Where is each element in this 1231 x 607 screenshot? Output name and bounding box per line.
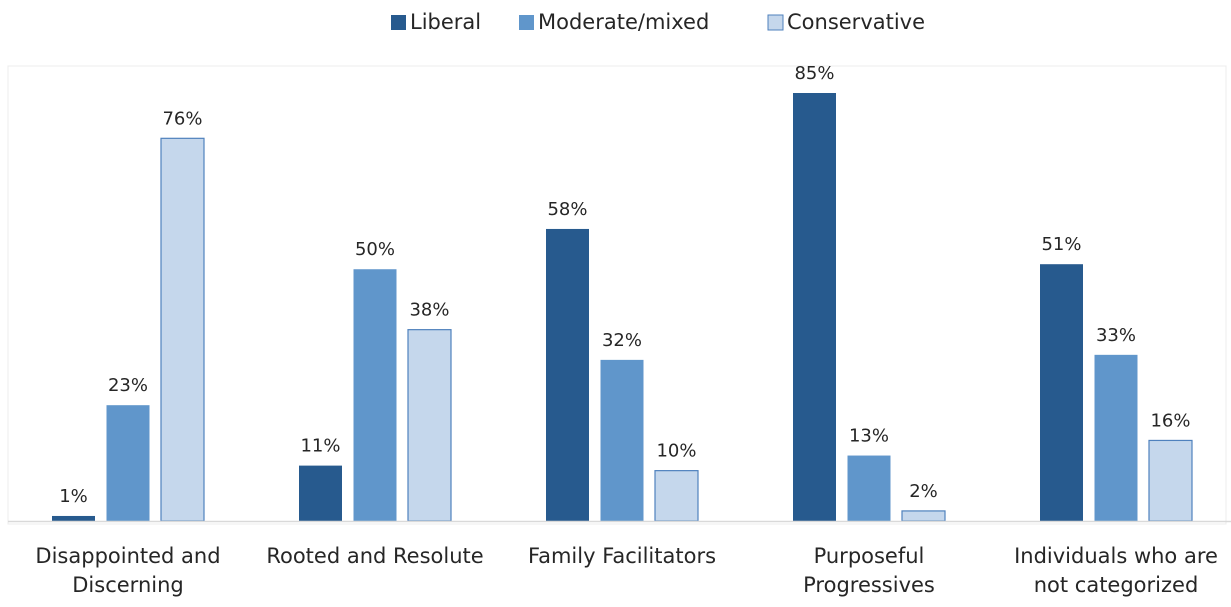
data-label: 32% xyxy=(602,330,642,351)
bar-liberal-individuals-who-are-not-categorized xyxy=(1040,264,1083,521)
data-label: 50% xyxy=(355,239,395,260)
legend-swatch xyxy=(391,15,406,30)
bars: 1% 23% 76% 11% 50% 38% 58% 32% 10% 85% 13% 2% 51% 33%… xyxy=(52,63,1193,522)
x-tick-label: Purposeful Progressives xyxy=(803,544,935,597)
legend-swatch xyxy=(767,14,784,31)
x-tick-label: Disappointed and Discerning xyxy=(35,544,220,597)
data-label: 16% xyxy=(1150,410,1190,431)
data-label: 38% xyxy=(409,300,449,321)
data-label: 76% xyxy=(162,108,202,129)
legend-label: Moderate/mixed xyxy=(538,10,709,34)
legend-item-conservative: Conservative xyxy=(767,10,925,34)
legend-item-liberal: Liberal xyxy=(391,10,481,34)
legend-label: Conservative xyxy=(787,10,925,34)
data-label: 10% xyxy=(656,441,696,462)
data-label: 51% xyxy=(1041,234,1081,255)
x-axis-labels: Disappointed and Discerning Rooted and Res… xyxy=(35,544,1218,597)
bar-conservative-family-facilitators xyxy=(654,470,699,522)
data-label: 1% xyxy=(59,486,88,507)
bar-conservative-individuals-who-are-not-categorized xyxy=(1148,439,1193,522)
bar-liberal-rooted-and-resolute xyxy=(299,465,342,521)
data-label: 85% xyxy=(794,63,834,84)
bar-liberal-purposeful-progressives xyxy=(793,93,836,521)
x-tick-label: Individuals who are not categorized xyxy=(1014,544,1218,597)
data-label: 13% xyxy=(849,426,889,447)
bar-moderate-mixed-disappointed-and-discerning xyxy=(106,405,150,521)
x-tick-label: Family Facilitators xyxy=(528,544,716,568)
bar-conservative-purposeful-progressives xyxy=(901,510,946,522)
data-label: 58% xyxy=(547,199,587,220)
plot-area-border xyxy=(7,65,1227,525)
bar-moderate-mixed-purposeful-progressives xyxy=(847,455,891,521)
data-label: 33% xyxy=(1096,325,1136,346)
data-label: 23% xyxy=(108,375,148,396)
bar-moderate-mixed-family-facilitators xyxy=(600,359,644,521)
legend-item-moderate-mixed: Moderate/mixed xyxy=(519,10,709,34)
bar-moderate-mixed-rooted-and-resolute xyxy=(353,269,397,521)
bar-conservative-disappointed-and-discerning xyxy=(160,137,205,522)
bar-liberal-disappointed-and-discerning xyxy=(52,515,95,521)
bar-liberal-family-facilitators xyxy=(546,228,589,521)
data-label: 11% xyxy=(300,436,340,457)
data-label: 2% xyxy=(909,481,938,502)
legend-label: Liberal xyxy=(410,10,481,34)
legend: Liberal Moderate/mixed Conservative xyxy=(391,10,925,34)
x-tick-label: Rooted and Resolute xyxy=(266,544,483,568)
legend-swatch xyxy=(519,15,534,30)
bar-conservative-rooted-and-resolute xyxy=(407,329,452,522)
bar-moderate-mixed-individuals-who-are-not-categorized xyxy=(1094,354,1138,521)
